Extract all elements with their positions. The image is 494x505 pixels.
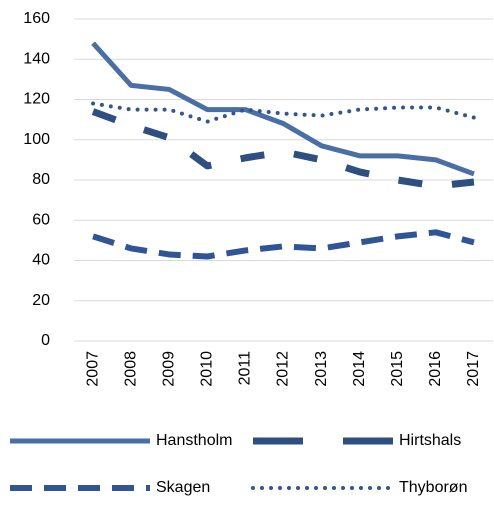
legend-label: Thyborøn [399, 479, 467, 496]
x-tick-label: 2008 [122, 351, 139, 387]
legend-label: Skagen [156, 479, 210, 496]
y-tick-label: 80 [32, 171, 50, 188]
x-tick-label: 2013 [313, 351, 330, 387]
x-tick-label: 2011 [237, 351, 254, 386]
y-tick-label: 100 [23, 131, 50, 148]
x-tick-label: 2009 [160, 351, 177, 387]
series-line [91, 108, 475, 190]
x-tick-label: 2012 [275, 351, 292, 387]
y-tick-label: 60 [32, 211, 50, 228]
y-tick-label: 0 [41, 332, 50, 349]
x-tick-label: 2016 [427, 351, 444, 387]
legend-label: Hirtshals [399, 432, 461, 449]
x-tick-label: 2014 [351, 351, 368, 387]
y-tick-label: 140 [23, 50, 50, 67]
x-tick-label: 2010 [199, 351, 216, 387]
y-tick-label: 120 [23, 91, 50, 108]
series-line [91, 41, 475, 177]
series-line [92, 229, 475, 260]
x-tick-label: 2007 [84, 351, 101, 387]
y-tick-label: 160 [23, 10, 50, 27]
x-tick-label: 2017 [465, 351, 482, 387]
legend-label: Hanstholm [156, 432, 232, 449]
y-tick-label: 40 [32, 252, 50, 269]
y-tick-label: 20 [32, 292, 50, 309]
x-tick-label: 2015 [389, 351, 406, 387]
series-line [91, 101, 476, 124]
